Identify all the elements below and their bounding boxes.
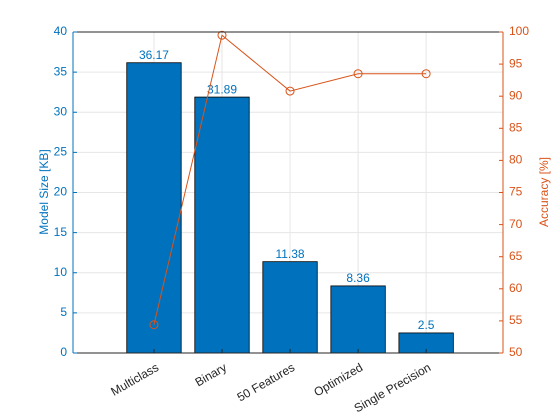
y-tick-label: 30 xyxy=(54,104,68,118)
marker xyxy=(353,69,363,79)
data-label: 8.36 xyxy=(346,271,370,285)
y-tick-label: 40 xyxy=(54,24,68,38)
bar xyxy=(330,285,386,354)
y-tick-label: 5 xyxy=(60,305,67,319)
y-tick-label: 0 xyxy=(60,345,67,359)
y2-tick-label: 50 xyxy=(509,345,523,359)
y2-tick-label: 85 xyxy=(509,120,523,134)
data-label: 31.89 xyxy=(207,82,237,96)
y-tick-label: 35 xyxy=(54,64,68,78)
y-tick-label: 10 xyxy=(54,265,68,279)
y2-axis-label: Accuracy [%] xyxy=(537,157,551,227)
bar xyxy=(126,62,182,354)
y2-tick-label: 95 xyxy=(509,56,523,70)
data-label: 2.5 xyxy=(418,318,435,332)
y-tick-label: 25 xyxy=(54,145,68,159)
marker xyxy=(149,320,159,330)
y-axis-label: Model Size [KB] xyxy=(37,149,51,234)
marker xyxy=(285,86,295,96)
y2-tick-label: 60 xyxy=(509,281,523,295)
bar xyxy=(194,96,250,354)
marker xyxy=(421,69,431,79)
y-tick-label: 20 xyxy=(54,185,68,199)
y2-tick-label: 70 xyxy=(509,217,523,231)
y2-tick-label: 55 xyxy=(509,313,523,327)
y2-tick-label: 65 xyxy=(509,249,523,263)
y2-tick-label: 80 xyxy=(509,153,523,167)
y-tick-label: 15 xyxy=(54,225,68,239)
y2-tick-label: 100 xyxy=(509,24,529,38)
bar xyxy=(262,261,318,354)
y2-tick-label: 90 xyxy=(509,88,523,102)
line xyxy=(153,34,427,325)
data-label: 11.38 xyxy=(275,247,304,261)
y2-tick-label: 75 xyxy=(509,185,523,199)
data-label: 36.17 xyxy=(139,48,169,62)
marker xyxy=(217,30,227,40)
